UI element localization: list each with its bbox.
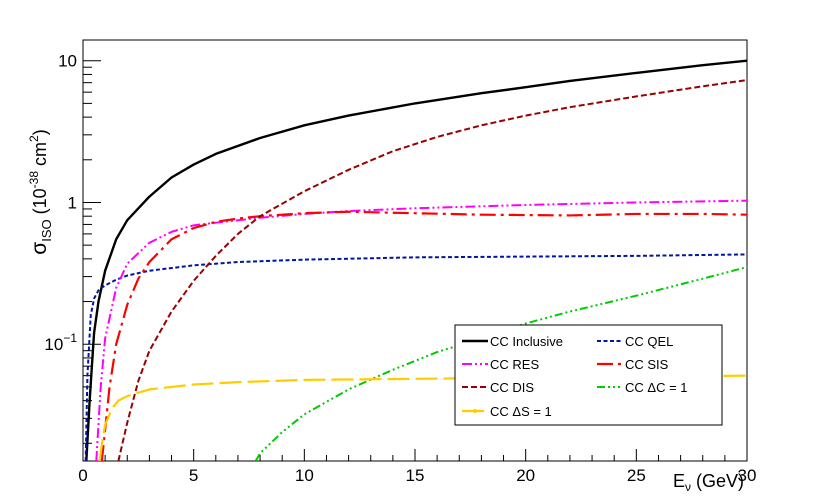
y-axis-title: σISO (10-38 cm2) [27,129,54,254]
x-tick-label: 30 [738,466,757,485]
x-tick-label: 20 [516,466,535,485]
series-layer [84,59,747,461]
x-axis-title-main: E [673,471,685,491]
x-axis-ticks: 0 5 10 15 20 25 30 [78,449,756,485]
y-axis-ticks: 10 1 10−1 [44,52,101,444]
x-tick-label: 25 [627,466,646,485]
series-line-4 [117,79,747,461]
y-axis-title-unit-mid: cm [30,142,50,171]
legend-box [454,324,723,426]
legend-label-6: CC ΔS = 1 [490,404,552,419]
legend-label-5: CC ΔC = 1 [625,380,688,395]
x-tick-label: 0 [78,466,87,485]
x-tick-label: 10 [295,466,314,485]
x-axis-title: Eν (GeV) [673,471,744,494]
series-line-1 [84,253,747,461]
y-axis-title-unit-exp: -38 [27,171,41,189]
x-axis-title-sub: ν [685,480,691,494]
y-axis-title-unit-exp2: 2 [27,135,41,142]
x-axis-title-unit: (GeV) [691,471,744,491]
y-tick-label: 10−1 [44,331,77,354]
y-axis-title-unit-pre: (10 [30,188,50,219]
y-axis-title-sub: ISO [39,219,54,241]
legend-label-4: CC DIS [490,380,534,395]
x-tick-label: 15 [406,466,425,485]
series-line-5 [254,266,747,461]
x-tick-label: 5 [189,466,198,485]
y-tick-label: 10 [58,52,77,71]
legend-label-1: CC QEL [625,334,673,349]
legend-marker [473,409,477,413]
y-tick-label: 1 [68,193,77,212]
legend-label-3: CC SIS [625,357,669,372]
series-line-0 [85,59,747,461]
legend: CC Inclusive CC QEL CC RES CC SIS CC DIS CC Δ… [454,324,723,426]
legend-items: CC Inclusive CC QEL CC RES CC SIS CC DIS CC Δ… [462,334,688,419]
legend-label-0: CC Inclusive [490,334,563,349]
y-axis-title-main: σ [28,242,51,255]
series-line-3 [100,210,747,461]
legend-label-2: CC RES [490,357,539,372]
y-axis-title-unit-post: ) [30,129,50,135]
